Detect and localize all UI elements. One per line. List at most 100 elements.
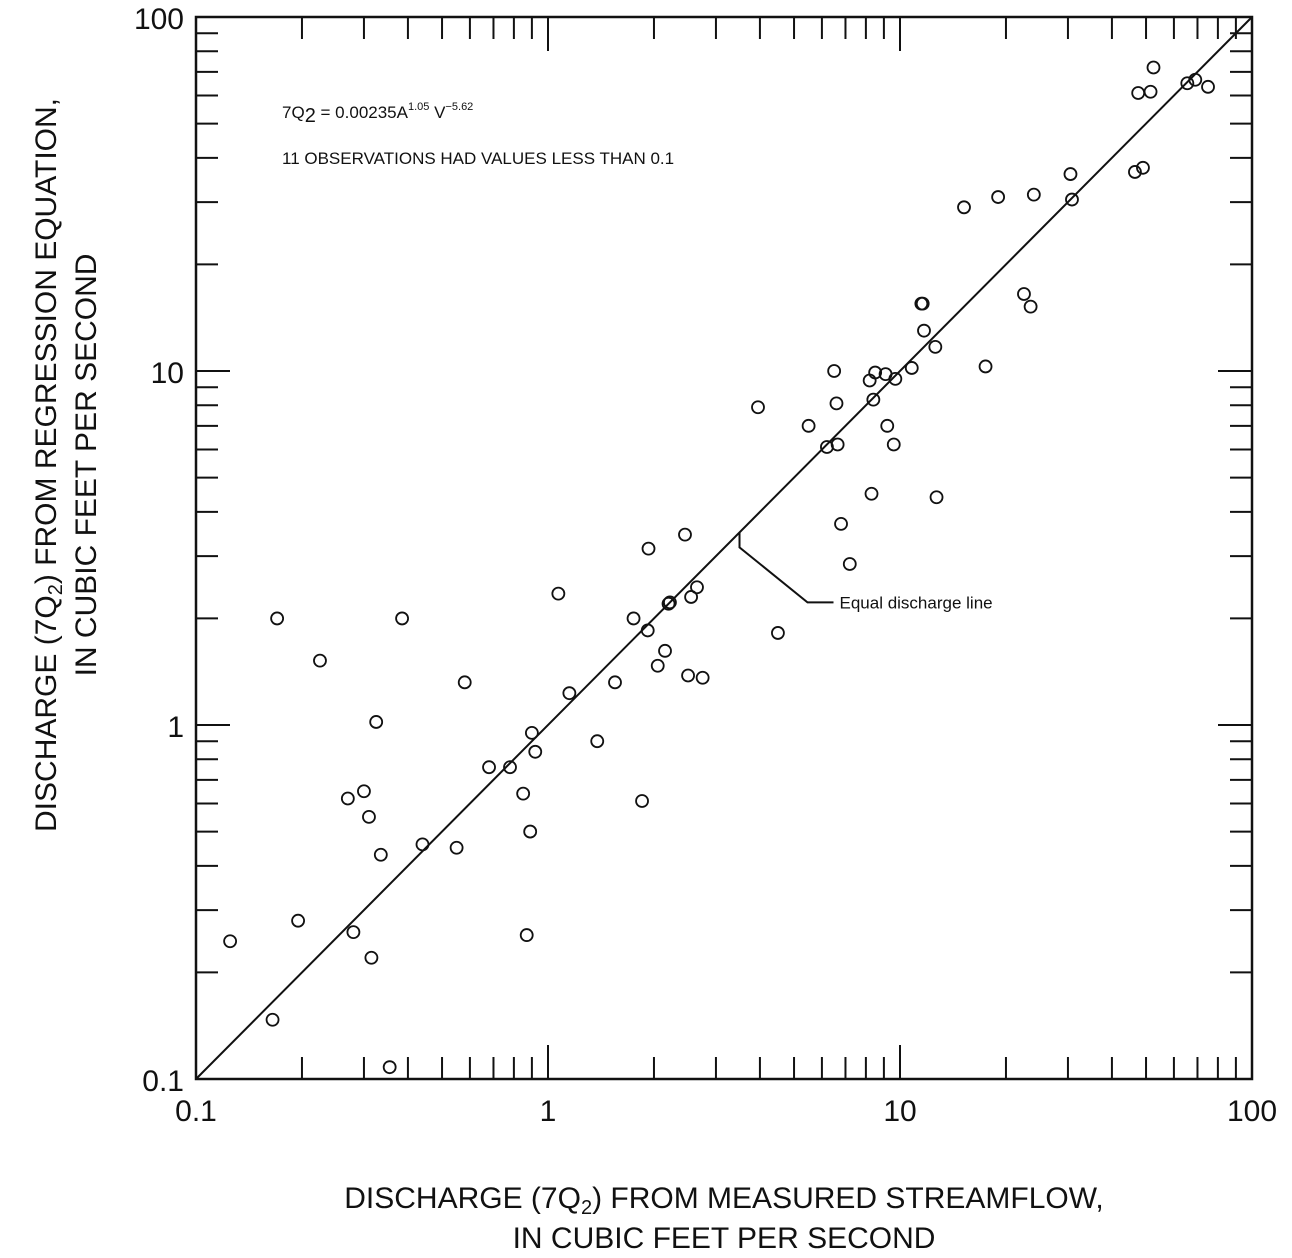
y-tick-label: 0.1 [142, 1065, 184, 1098]
data-point [868, 365, 883, 380]
data-point [313, 653, 327, 668]
data-point [681, 668, 695, 683]
data-point [663, 595, 677, 610]
y-axis-title-prefix: DISCHARGE (7Q [30, 595, 63, 832]
equation-sub: 2 [305, 105, 316, 127]
data-point [291, 913, 305, 928]
data-point [340, 791, 355, 806]
equation-prefix: 7Q [282, 103, 305, 122]
x-tick-label: 100 [1227, 1095, 1277, 1128]
data-point [834, 516, 848, 531]
data-point [864, 486, 879, 501]
data-point [1063, 167, 1078, 181]
data-point [866, 392, 881, 407]
data-point [641, 541, 656, 556]
data-point [635, 794, 649, 808]
data-point [917, 323, 931, 338]
data-point [915, 296, 930, 311]
data-point [415, 837, 430, 852]
y-tick-label: 100 [134, 3, 184, 36]
data-point [928, 339, 943, 354]
plot-frame [194, 15, 1254, 1081]
x-axis-title-line1: DISCHARGE (7Q2) FROM MEASURED STREAMFLOW… [344, 1182, 1104, 1219]
data-point [369, 715, 384, 729]
regression-equation: 7Q2 = 0.00235A1.05 V−5.62 [282, 101, 473, 127]
data-point [695, 670, 710, 685]
data-point [880, 418, 895, 433]
y-axis-title-line1: DISCHARGE (7Q2) FROM REGRESSION EQUATION… [30, 98, 67, 832]
data-point [1065, 192, 1079, 207]
x-tick-label: 1 [540, 1095, 557, 1128]
y-axis-title-suffix: ) FROM REGRESSION EQUATION, [30, 98, 63, 584]
data-point [608, 675, 622, 690]
data-point [1017, 287, 1031, 301]
data-point [978, 359, 993, 374]
data-point [771, 626, 785, 640]
x-axis-title-line2: IN CUBIC FEET PER SECOND [513, 1222, 936, 1255]
data-point [1128, 165, 1142, 179]
x-axis-title-prefix: DISCHARGE (7Q [344, 1182, 581, 1215]
data-point [1143, 84, 1158, 99]
data-point [373, 847, 388, 862]
data-point [904, 361, 919, 375]
data-point [551, 586, 566, 601]
data-point [357, 784, 371, 799]
data-point [957, 200, 971, 215]
equal-discharge-leader [738, 532, 834, 604]
x-tick-label: 10 [883, 1095, 916, 1128]
data-point [684, 590, 699, 604]
data-point [1188, 72, 1203, 87]
data-point [658, 643, 672, 658]
y-axis-title: DISCHARGE (7Q2) FROM REGRESSION EQUATION… [30, 98, 103, 832]
data-point [516, 786, 531, 801]
data-point [362, 810, 376, 824]
data-point [395, 611, 409, 626]
data-point [1131, 86, 1146, 100]
data-point [830, 437, 845, 452]
axis-ticks [196, 17, 1252, 1079]
equation-middle: = 0.00235A [316, 103, 409, 122]
data-point [626, 611, 641, 626]
data-point [524, 725, 539, 740]
equation-v: V [429, 103, 446, 122]
data-point [523, 824, 538, 839]
y-axis-title-line2: IN CUBIC FEET PER SECOND [70, 254, 103, 677]
data-point [801, 418, 816, 433]
equal-discharge-label: Equal discharge line [840, 593, 993, 612]
data-point [382, 1060, 397, 1075]
data-point [346, 925, 361, 939]
data-point [482, 760, 496, 775]
data-point [661, 596, 676, 611]
x-axis-title-suffix: ) FROM MEASURED STREAMFLOW, [592, 1182, 1104, 1215]
data-point [449, 840, 464, 855]
data-point [829, 396, 844, 411]
data-point [503, 760, 517, 775]
data-point [1026, 187, 1041, 202]
equation-sup1: 1.05 [408, 101, 429, 113]
equal-discharge-line [195, 16, 1253, 1080]
y-tick-label: 1 [167, 711, 184, 744]
data-point [991, 190, 1006, 204]
data-point [1180, 76, 1195, 91]
data-point [562, 686, 577, 701]
data-point [640, 623, 655, 638]
data-point [457, 675, 472, 690]
data-point [690, 580, 704, 595]
data-point [842, 557, 857, 571]
data-points [223, 60, 1215, 1075]
x-tick-label: 0.1 [175, 1095, 217, 1128]
data-point [364, 950, 379, 965]
y-axis-title-sub: 2 [45, 584, 67, 595]
data-point [886, 437, 901, 452]
data-point [519, 928, 534, 942]
data-point [751, 400, 765, 415]
data-point [590, 734, 605, 749]
y-tick-label: 10 [151, 357, 184, 390]
data-point [265, 1012, 280, 1027]
data-point [1146, 60, 1161, 75]
data-point [1201, 79, 1215, 94]
data-point [1023, 299, 1038, 314]
data-point [1136, 160, 1150, 175]
data-point [678, 527, 692, 542]
